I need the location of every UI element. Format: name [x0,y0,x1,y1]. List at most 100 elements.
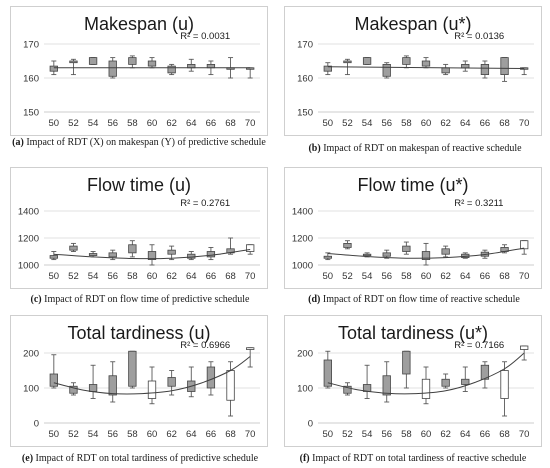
box-body [129,245,137,253]
x-tick-label: 70 [245,429,256,440]
x-tick-label: 70 [519,118,530,129]
box-body [442,379,450,386]
box-58 [129,351,137,388]
x-tick-label: 56 [107,271,118,282]
x-tick-label: 54 [88,118,99,129]
box-56 [383,63,391,78]
box-body [462,64,470,67]
x-tick-label: 66 [206,118,217,129]
box-body [148,381,156,399]
x-tick-label: 52 [342,118,353,129]
box-body [207,252,215,257]
x-tick-label: 62 [166,118,177,129]
y-tick-label: 1400 [18,207,39,218]
box-body [422,61,430,66]
box-body [70,61,78,63]
box-54 [89,58,97,65]
caption-text: Impact of RDT (X) on makespan (Y) of pre… [26,137,265,148]
y-tick-label: 100 [297,384,313,395]
x-tick-label: 68 [499,429,510,440]
caption-letter: (d) [308,294,320,305]
box-body [246,245,254,252]
x-tick-label: 62 [166,271,177,282]
box-body [168,378,176,387]
chart-panel-e: Total tardiness (u) R² = 0.6966 0 100 200 50 5… [10,315,268,447]
box-body [109,61,117,76]
x-tick-label: 62 [440,271,451,282]
caption-b: (b) Impact of RDT on makespan of reactiv… [284,142,546,155]
box-body [168,66,176,73]
box-body [188,64,196,67]
x-tick-label: 58 [127,118,138,129]
box-body [403,351,411,374]
x-tick-label: 60 [421,429,432,440]
x-tick-label: 50 [49,118,60,129]
caption-letter: (e) [22,453,33,464]
y-tick-label: 200 [297,349,313,360]
y-tick-label: 170 [23,40,39,51]
x-tick-label: 70 [519,429,530,440]
box-body [363,254,371,256]
flowtime-reactive-chart: Flow time (u*)R² = 0.321110001200140050 5… [284,167,542,289]
caption-a: (a) Impact of RDT (X) on makespan (Y) of… [10,136,268,149]
chart-panel-b: Makespan (u*) R² = 0.0136 150 160 170 50 52 54 5… [284,6,542,136]
box-body [462,379,470,384]
box-body [383,376,391,395]
chart-panel-f: Total tardiness (u*) R² = 0.7166 0 100 200 50… [284,315,542,447]
x-tick-label: 60 [421,271,432,282]
x-tick-label: 56 [381,118,392,129]
x-tick-label: 56 [381,429,392,440]
x-tick-label: 52 [342,429,353,440]
box-body [148,61,156,66]
x-tick-label: 68 [499,271,510,282]
tardiness-predictive-chart: Total tardiness (u)R² = 0.6966010020050 5… [10,315,268,447]
x-tick-label: 66 [480,118,491,129]
x-tick-label: 50 [49,429,60,440]
x-tick-label: 58 [401,429,412,440]
x-tick-label: 62 [440,429,451,440]
box-body [129,58,137,65]
caption-text: Impact of RDT on total tardiness of pred… [36,453,259,464]
x-tick-label: 58 [401,271,412,282]
box-body [207,64,215,67]
box-body [129,351,137,386]
y-tick-label: 1200 [18,234,39,245]
box-body [481,64,489,74]
box-body [501,58,509,75]
x-tick-label: 54 [362,118,373,129]
x-tick-label: 50 [323,118,334,129]
x-tick-label: 52 [342,271,353,282]
y-tick-label: 160 [297,74,313,85]
x-tick-label: 54 [88,429,99,440]
y-tick-label: 1000 [292,261,313,272]
chart-panel-d: Flow time (u*) R² = 0.3211 1000 1200 1400 50 5… [284,167,542,289]
box-body [168,250,176,254]
box-body [246,348,254,350]
y-tick-label: 1400 [292,207,313,218]
caption-text: Impact of RDT on flow time of reactive s… [323,294,520,305]
chart-panel-a: Makespan (u) R² = 0.0031 150 160 170 50 52 54 56… [10,6,268,136]
x-tick-label: 60 [147,429,158,440]
r-squared-label: R² = 0.6966 [180,340,230,351]
tardiness-reactive-chart: Total tardiness (u*)R² = 0.7166 0 100 200 50… [284,315,542,447]
makespan-predictive-chart: Makespan (u)R² = 0.0031 150 160 170 50 52 54 56… [10,6,268,136]
y-tick-label: 150 [297,108,313,119]
x-tick-label: 60 [421,118,432,129]
box-body [383,253,391,256]
box-body [89,385,97,392]
x-tick-label: 64 [186,429,197,440]
x-tick-label: 64 [186,118,197,129]
box-body [89,254,97,256]
x-tick-label: 64 [460,429,471,440]
box-body [207,367,215,388]
box-body [227,371,235,401]
x-tick-label: 54 [88,271,99,282]
box-body [403,58,411,65]
box-body [70,246,78,250]
y-tick-label: 1000 [18,261,39,272]
x-tick-label: 68 [499,118,510,129]
x-tick-label: 56 [107,429,118,440]
box-body [324,360,332,386]
caption-letter: (f) [300,453,310,464]
caption-text: Impact of RDT on makespan of reactive sc… [323,143,521,154]
